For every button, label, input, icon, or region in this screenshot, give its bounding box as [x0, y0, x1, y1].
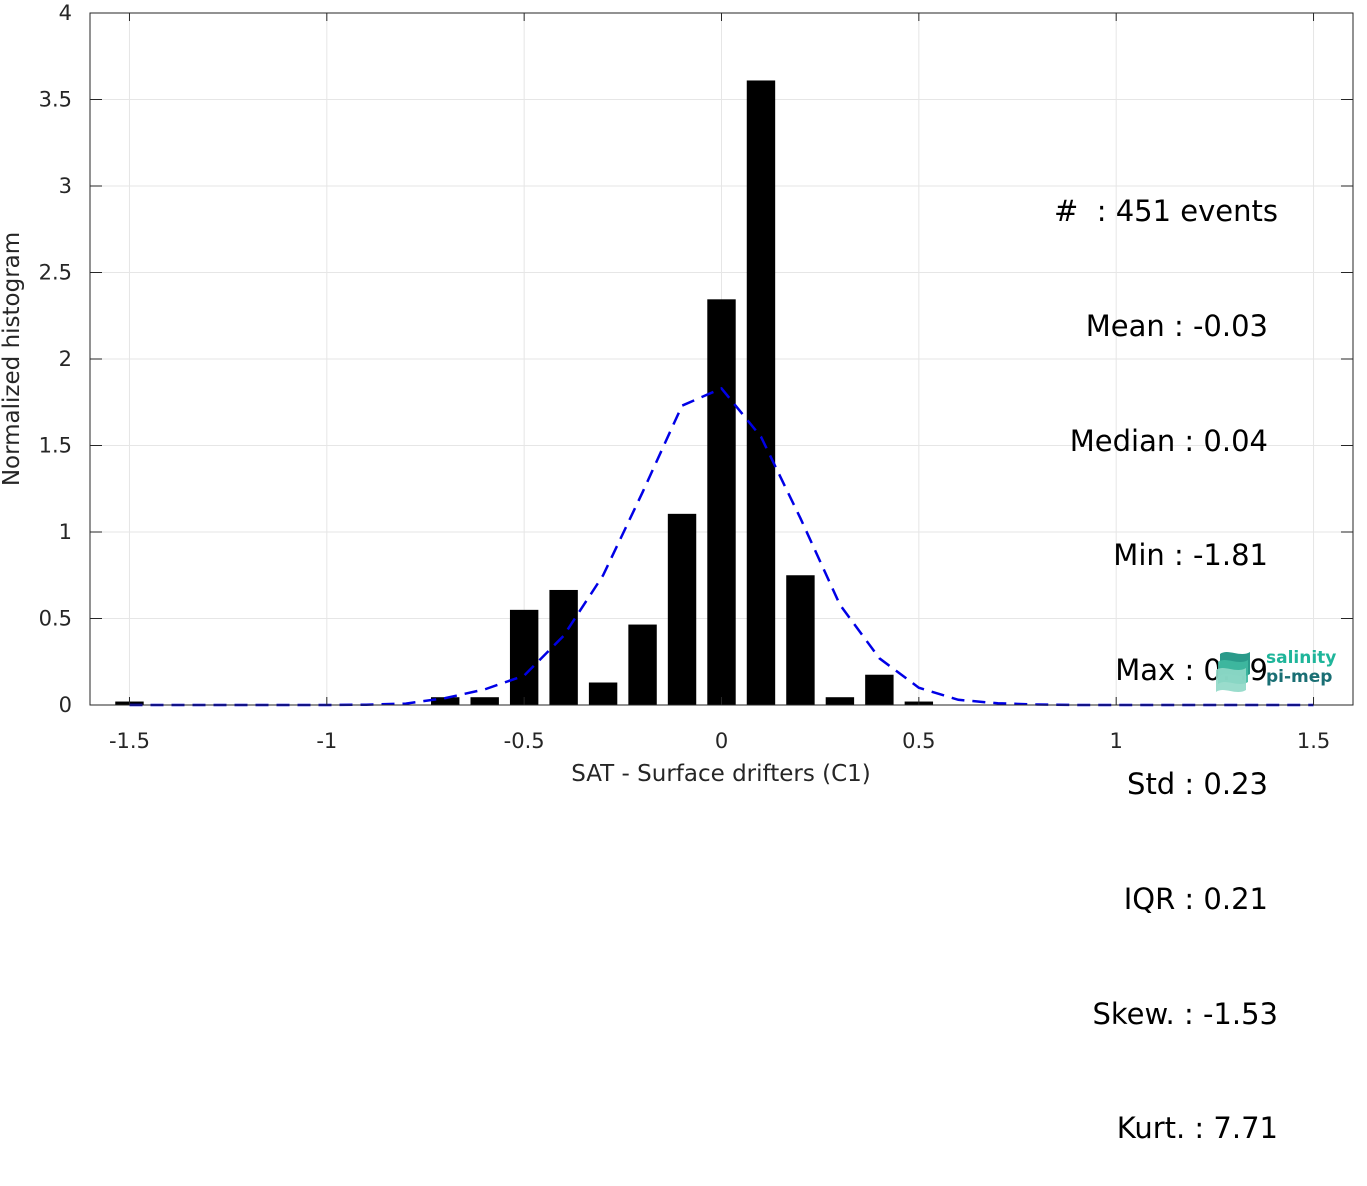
y-tick-label: 1.5	[39, 434, 72, 458]
histogram-bar	[865, 674, 894, 705]
histogram-bar	[588, 682, 618, 705]
x-tick-labels: -1.5 -1 -0.5 0 0.5 1 1.5	[109, 729, 1330, 753]
y-tick-label: 1	[59, 520, 72, 544]
stat-mean: Mean : -0.03	[1085, 309, 1268, 343]
salinity-pi-mep-logo: salinity pi-mep	[1216, 646, 1346, 694]
x-tick-label: 1	[1110, 729, 1123, 753]
x-tick-label: 1.5	[1297, 729, 1330, 753]
x-tick-label: -1.5	[109, 729, 150, 753]
stat-count: # : 451 events	[1054, 194, 1278, 229]
histogram-bars	[115, 80, 934, 706]
grid-lines	[90, 12, 1353, 706]
y-tick-label: 0	[59, 693, 72, 717]
wave-logo-icon	[1216, 652, 1250, 692]
stat-skew: Skew. : -1.53	[1092, 996, 1278, 1031]
histogram-bar	[746, 80, 776, 706]
stat-min: Min : -1.81	[1113, 538, 1268, 573]
y-tick-label: 2	[59, 347, 72, 371]
y-tick-label: 4	[59, 1, 72, 25]
histogram-bar	[470, 697, 499, 705]
y-tick-label: 0.5	[39, 607, 72, 631]
logo-line-pi-mep: pi-mep	[1266, 667, 1333, 687]
stat-std: Std : 0.23	[1127, 767, 1268, 802]
histogram-chart: -1.5 -1 -0.5 0 0.5 1 1.5 0 0.5 1 1.5 2 2.5 3 3.5 4 SAT…	[0, 1, 1354, 785]
histogram-bar	[509, 609, 539, 705]
x-tick-label: 0.5	[902, 729, 935, 753]
stat-median: Median : 0.04	[1069, 423, 1268, 458]
logo-line-salinity: salinity	[1266, 648, 1337, 668]
y-tick-label: 3	[59, 174, 72, 198]
x-tick-label: 0	[715, 729, 728, 753]
tick-marks	[90, 12, 1353, 706]
stat-iqr: IQR : 0.21	[1123, 881, 1268, 916]
y-tick-label: 2.5	[39, 261, 72, 285]
histogram-bar	[825, 697, 855, 705]
histogram-bar	[786, 575, 815, 705]
x-axis-label: SAT - Surface drifters (C1)	[571, 761, 871, 785]
histogram-bar	[667, 513, 697, 705]
x-tick-label: -0.5	[504, 729, 545, 753]
histogram-bar	[549, 589, 578, 705]
y-axis-label: Normalized histogram	[0, 232, 25, 486]
histogram-bar	[431, 697, 460, 705]
histogram-bar	[628, 624, 657, 705]
stat-kurt: Kurt. : 7.71	[1116, 1111, 1278, 1146]
y-tick-labels: 0 0.5 1 1.5 2 2.5 3 3.5 4	[39, 1, 72, 717]
y-tick-label: 3.5	[39, 88, 72, 112]
x-tick-label: -1	[316, 729, 337, 753]
histogram-bar	[707, 299, 736, 705]
